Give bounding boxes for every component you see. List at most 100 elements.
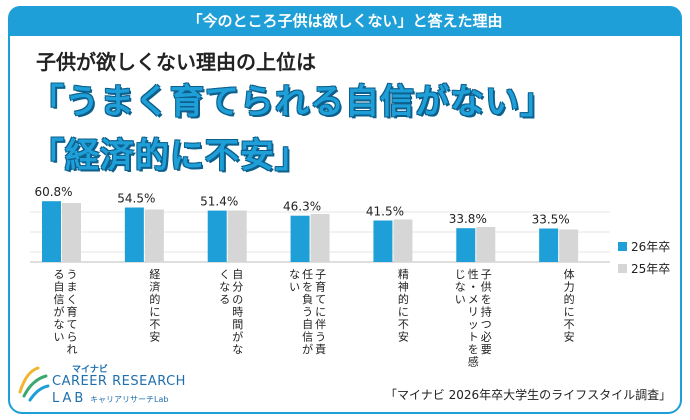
category-char: 精 [398,268,409,281]
logo: マイナビ CAREER RESEARCH LAB キャリアリサーチLab [16,362,206,410]
category-char: 子 [315,268,326,281]
category-char: な [232,343,243,356]
category-char: 信 [54,293,65,306]
category-char: に [315,306,326,319]
bar-26-7 [539,228,559,262]
bar-26-4 [290,215,310,262]
legend-swatch-25 [618,264,627,273]
category-char: 済 [149,280,160,294]
category-char: う [67,268,78,281]
category-char: く [219,268,230,281]
category-char: い [289,281,300,294]
data-label-1: 60.8% [34,185,72,199]
bar-25-6 [476,227,496,262]
category-char: に [398,306,409,319]
category-char: 安 [564,330,575,344]
category-char: ッ [468,318,479,331]
category-char: い [54,331,65,344]
category-char: う [315,331,326,344]
category-char: 育 [315,280,326,294]
category-char: る [219,293,230,306]
category-char: な [289,268,300,281]
data-label-6: 33.8% [449,212,487,226]
category-char: 性 [468,267,479,281]
data-label-3: 51.4% [200,195,238,209]
category-char: 要 [481,343,492,356]
bar-25-4 [310,214,330,262]
logo-maker: マイナビ [72,365,108,375]
category-char: が [232,330,243,344]
category-char: 感 [468,356,479,369]
category-char: 時 [232,306,243,319]
category-char: な [54,318,65,331]
category-char: に [564,306,575,319]
category-char: 経 [149,268,160,281]
bar-26-2 [124,207,144,262]
category-char: う [302,306,313,319]
bar-26-6 [456,228,476,262]
category-char: 自 [302,318,313,331]
category-char: 自 [232,268,243,281]
category-char: 任 [302,268,313,281]
category-char: ま [67,281,78,294]
category-char: 神 [398,280,409,294]
logo-line1: CAREER RESEARCH [52,374,186,389]
bar-26-3 [207,210,227,262]
category-char: が [54,305,65,319]
category-char: つ [481,318,492,331]
category-char: て [315,293,326,306]
category-char: い [455,293,466,306]
category-char: て [67,318,78,331]
legend-item-26: 26年卒 [618,238,670,255]
category-char: 不 [398,318,409,331]
category-char: 育 [67,305,78,319]
legend-swatch-26 [618,242,627,251]
category-char: 力 [564,281,575,294]
category-char: 的 [564,292,575,306]
logo-mark-icon [18,366,50,402]
bar-25-5 [393,219,413,262]
category-char: に [149,306,160,319]
category-char: ら [67,331,78,344]
category-char: を [302,281,313,294]
category-char: の [232,293,243,306]
category-char: リ [468,306,479,319]
category-char: 安 [149,330,160,344]
category-char: じ [455,268,466,281]
category-char: 信 [302,331,313,344]
category-char: ・ [468,281,479,294]
data-label-4: 46.3% [283,200,321,214]
bar-25-7 [559,229,579,262]
category-char: 子 [481,268,492,281]
headline-primary: 「うまく育てられる自信がない」 [30,82,555,122]
data-label-7: 33.5% [532,213,570,227]
category-char: 分 [232,281,243,294]
category-char: を [468,343,479,356]
category-char: 的 [398,292,409,306]
category-char: 伴 [315,318,326,331]
category-char: を [481,293,492,306]
legend-label-25: 25年卒 [631,262,671,276]
category-char: れ [67,343,78,356]
category-char: く [67,293,78,306]
category-char: ト [468,331,479,344]
category-char: 負 [302,293,313,306]
legend-item-25: 25年卒 [618,260,670,277]
category-char: 持 [481,305,492,319]
category-char: る [54,268,65,281]
bar-25-3 [227,210,247,262]
data-label-5: 41.5% [366,205,404,219]
headline-secondary: 「経済的に不安」 [30,136,310,176]
logo-line2: LAB [52,391,87,406]
bar-25-2 [144,209,164,262]
bar-26-5 [373,220,393,262]
category-char: 的 [149,292,160,306]
category-label-1: うまく育てられ る自信がない [54,268,78,356]
category-char: 不 [564,318,575,331]
